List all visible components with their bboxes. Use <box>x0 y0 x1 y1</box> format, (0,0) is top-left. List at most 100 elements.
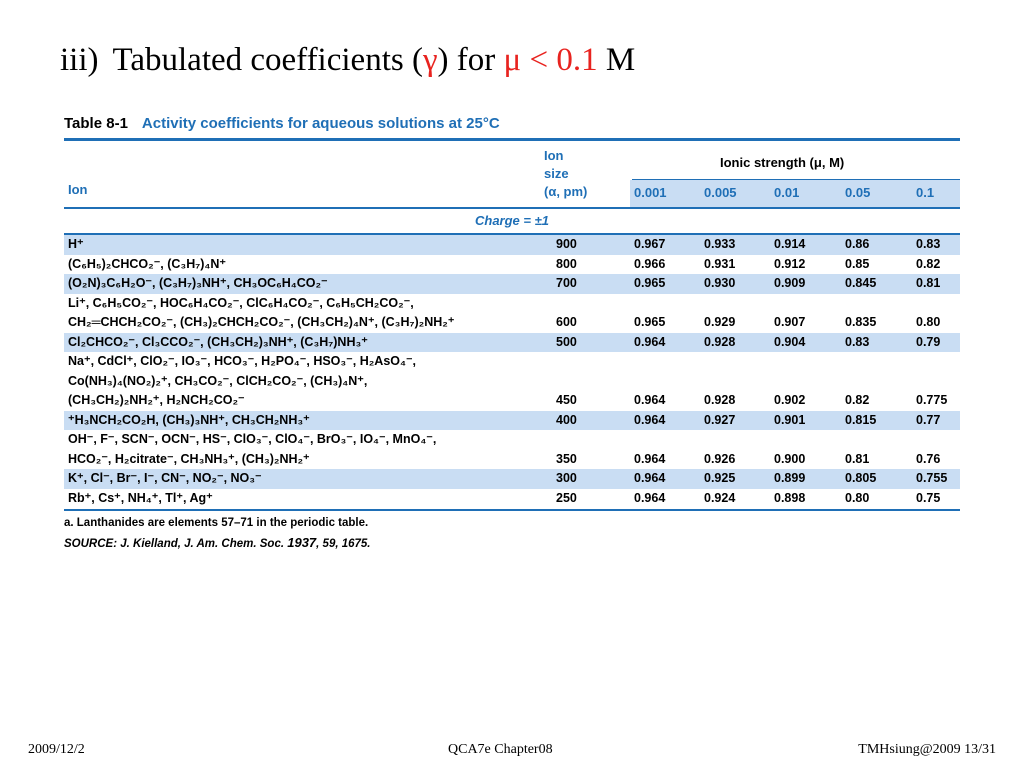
table-row: Li⁺, C₆H₅CO₂⁻, HOC₆H₄CO₂⁻, ClC₆H₄CO₂⁻, C… <box>64 294 960 333</box>
ion-list-line: HCO₂⁻, H₂citrate⁻, CH₃NH₃⁺, (CH₃)₂NH₂⁺ <box>68 451 310 466</box>
activity-coefficient-cell: 0.912 <box>774 256 806 271</box>
ion-list-line: Co(NH₃)₄(NO₂)₂⁺, CH₃CO₂⁻, ClCH₂CO₂⁻, (CH… <box>68 373 368 388</box>
slide-title: iii) Tabulated coefficients (γ) for μ < 0… <box>60 38 635 82</box>
table-tag: Table 8-1 <box>64 115 128 132</box>
activity-coefficient-cell: 0.86 <box>845 237 870 251</box>
table-body: H⁺ 900 0.967 0.933 0.914 0.86 0.83 (C₆H₅)₂CHCO₂… <box>64 235 960 508</box>
ion-list-cell: K⁺, Cl⁻, Br⁻, I⁻, CN⁻, NO₂⁻, NO₃⁻ <box>64 469 960 489</box>
ion-size-cell: 800 <box>556 256 577 271</box>
footer-course: QCA7e Chapter08 <box>448 742 553 757</box>
concentration-header: 0.005 <box>704 185 737 200</box>
title-lead: Tabulated coefficients ( <box>112 42 423 78</box>
ion-size-cell: 900 <box>556 237 577 251</box>
table-header: Ion Ion size (α, pm) Ionic strength (μ, … <box>64 141 960 207</box>
concentration-header: 0.001 <box>634 185 667 200</box>
ion-list-line: CH₂═CHCH₂CO₂⁻, (CH₃)₂CHCH₂CO₂⁻, (CH₃CH₂)… <box>68 315 455 329</box>
title-unit: M <box>597 42 636 78</box>
footer-credit: TMHsiung@2009 13/31 <box>858 742 996 757</box>
ion-size-header-line: size <box>544 166 569 181</box>
activity-coefficient-cell: 0.928 <box>704 334 736 349</box>
ion-list-cell: Cl₂CHCO₂⁻, Cl₃CCO₂⁻, (CH₃CH₂)₃NH⁺, (C₃H₇… <box>64 333 960 353</box>
ion-list-cell: (C₆H₅)₂CHCO₂⁻, (C₃H₇)₄N⁺ <box>64 255 960 275</box>
table-notes: a. Lanthanides are elements 57–71 in the… <box>64 513 960 554</box>
activity-coefficient-cell: 0.964 <box>634 334 666 349</box>
activity-coefficient-cell: 0.967 <box>634 237 666 251</box>
activity-coefficient-cell: 0.964 <box>634 451 666 466</box>
footnote: a. Lanthanides are elements 57–71 in the… <box>64 517 369 529</box>
activity-coefficient-cell: 0.82 <box>845 393 870 407</box>
activity-coefficient-cell: 0.926 <box>704 451 736 466</box>
activity-coefficient-cell: 0.914 <box>774 237 806 251</box>
activity-coefficient-cell: 0.964 <box>634 471 666 485</box>
table-row: (O₂N)₃C₆H₂O⁻, (C₃H₇)₃NH⁺, CH₃OC₆H₄CO₂⁻ 70… <box>64 274 960 294</box>
activity-coefficient-cell: 0.933 <box>704 237 736 251</box>
activity-coefficient-cell: 0.85 <box>845 256 870 271</box>
ion-list-cell: ⁺H₃NCH₂CO₂H, (CH₃)₃NH⁺, CH₃CH₂NH₃⁺ <box>64 411 960 431</box>
activity-coefficient-cell: 0.899 <box>774 471 806 485</box>
activity-coefficient-cell: 0.964 <box>634 393 666 407</box>
activity-coefficient-cell: 0.775 <box>916 393 948 407</box>
title-mid: ) for <box>437 42 504 78</box>
ion-list-line: OH⁻, F⁻, SCN⁻, OCN⁻, HS⁻, ClO₃⁻, ClO₄⁻, … <box>68 432 437 446</box>
ion-list-line: K⁺, Cl⁻, Br⁻, I⁻, CN⁻, NO₂⁻, NO₃⁻ <box>68 471 262 485</box>
charge-rule <box>64 233 960 235</box>
concentration-header: 0.01 <box>774 185 800 200</box>
activity-coefficient-cell: 0.930 <box>704 276 736 290</box>
ion-size-cell: 250 <box>556 490 577 505</box>
activity-coefficient-cell: 0.927 <box>704 412 736 427</box>
source-year: 1937 <box>287 535 317 550</box>
ion-size-cell: 400 <box>556 412 577 427</box>
table-row: K⁺, Cl⁻, Br⁻, I⁻, CN⁻, NO₂⁻, NO₃⁻ 300 0.96… <box>64 469 960 489</box>
header-bottom-rule <box>64 207 960 209</box>
ionic-strength-header: Ionic strength (μ, M) <box>720 155 845 170</box>
activity-coefficient-cell: 0.902 <box>774 393 806 407</box>
ion-size-cell: 350 <box>556 451 577 466</box>
table-bottom-rule <box>64 509 960 511</box>
activity-coefficient-cell: 0.82 <box>916 256 941 271</box>
activity-coefficient-cell: 0.931 <box>704 256 736 271</box>
ion-list-line: Cl₂CHCO₂⁻, Cl₃CCO₂⁻, (CH₃CH₂)₃NH⁺, (C₃H₇… <box>68 334 368 349</box>
table-row: (C₆H₅)₂CHCO₂⁻, (C₃H₇)₄N⁺ 800 0.966 0.931 0.9… <box>64 255 960 275</box>
activity-coefficient-cell: 0.900 <box>774 451 806 466</box>
activity-coefficient-cell: 0.755 <box>916 471 948 485</box>
activity-coefficient-cell: 0.80 <box>916 315 941 329</box>
ion-size-cell: 500 <box>556 334 577 349</box>
concentration-header: 0.1 <box>916 185 935 200</box>
activity-coefficient-cell: 0.966 <box>634 256 666 271</box>
source-prefix: SOURCE: J. Kielland, J. Am. Chem. Soc. <box>64 538 288 550</box>
activity-coefficient-cell: 0.76 <box>916 451 941 466</box>
ion-list-line: Li⁺, C₆H₅CO₂⁻, HOC₆H₄CO₂⁻, ClC₆H₄CO₂⁻, C… <box>68 295 414 310</box>
source-suffix: , 59, 1675. <box>316 538 371 550</box>
table-title: Activity coefficients for aqueous soluti… <box>141 115 500 132</box>
activity-coefficient-cell: 0.929 <box>704 315 736 329</box>
ion-size-column-header: Ion size (α, pm) <box>544 147 587 201</box>
table-row: Rb⁺, Cs⁺, NH₄⁺, Tl⁺, Ag⁺ 250 0.964 0.924 0.8… <box>64 489 960 509</box>
activity-coefficient-cell: 0.965 <box>634 315 666 329</box>
activity-coefficient-cell: 0.815 <box>845 412 877 427</box>
slide-number: iii) <box>60 42 99 78</box>
ion-size-cell: 700 <box>556 276 577 290</box>
table-row: ⁺H₃NCH₂CO₂H, (CH₃)₃NH⁺, CH₃CH₂NH₃⁺ 400 0.9… <box>64 410 960 431</box>
activity-coefficient-cell: 0.907 <box>774 315 806 329</box>
activity-coefficient-cell: 0.901 <box>774 412 806 427</box>
table-row: OH⁻, F⁻, SCN⁻, OCN⁻, HS⁻, ClO₃⁻, ClO₄⁻, … <box>64 430 960 469</box>
ion-list-cell: Na⁺, CdCl⁺, ClO₂⁻, IO₃⁻, HCO₃⁻, H₂PO₄⁻, … <box>64 352 960 411</box>
activity-coefficient-cell: 0.898 <box>774 490 806 505</box>
activity-coefficient-cell: 0.835 <box>845 315 877 329</box>
ion-list-line: Na⁺, CdCl⁺, ClO₂⁻, IO₃⁻, HCO₃⁻, H₂PO₄⁻, … <box>68 354 417 368</box>
activity-coefficient-cell: 0.77 <box>916 412 941 427</box>
charge-group-label: Charge = ±1 <box>475 213 549 228</box>
ion-size-header-line: (α, pm) <box>544 184 588 199</box>
activity-coefficient-cell: 0.904 <box>774 334 806 349</box>
table-top-rule <box>64 138 960 141</box>
ionic-strength-rule <box>632 179 960 180</box>
ion-size-cell: 450 <box>556 393 577 407</box>
activity-coefficient-cell: 0.805 <box>845 471 877 485</box>
footer-date: 2009/12/2 <box>28 742 85 757</box>
activity-coefficient-cell: 0.80 <box>845 490 870 505</box>
source-citation: SOURCE: J. Kielland, J. Am. Chem. Soc. 1… <box>64 533 960 554</box>
ion-list-cell: OH⁻, F⁻, SCN⁻, OCN⁻, HS⁻, ClO₃⁻, ClO₄⁻, … <box>64 430 960 469</box>
ionic-strength-condition: μ < 0.1 <box>503 42 598 78</box>
ion-list-line: (O₂N)₃C₆H₂O⁻, (C₃H₇)₃NH⁺, CH₃OC₆H₄CO₂⁻ <box>68 276 328 290</box>
ion-size-cell: 600 <box>556 315 577 329</box>
